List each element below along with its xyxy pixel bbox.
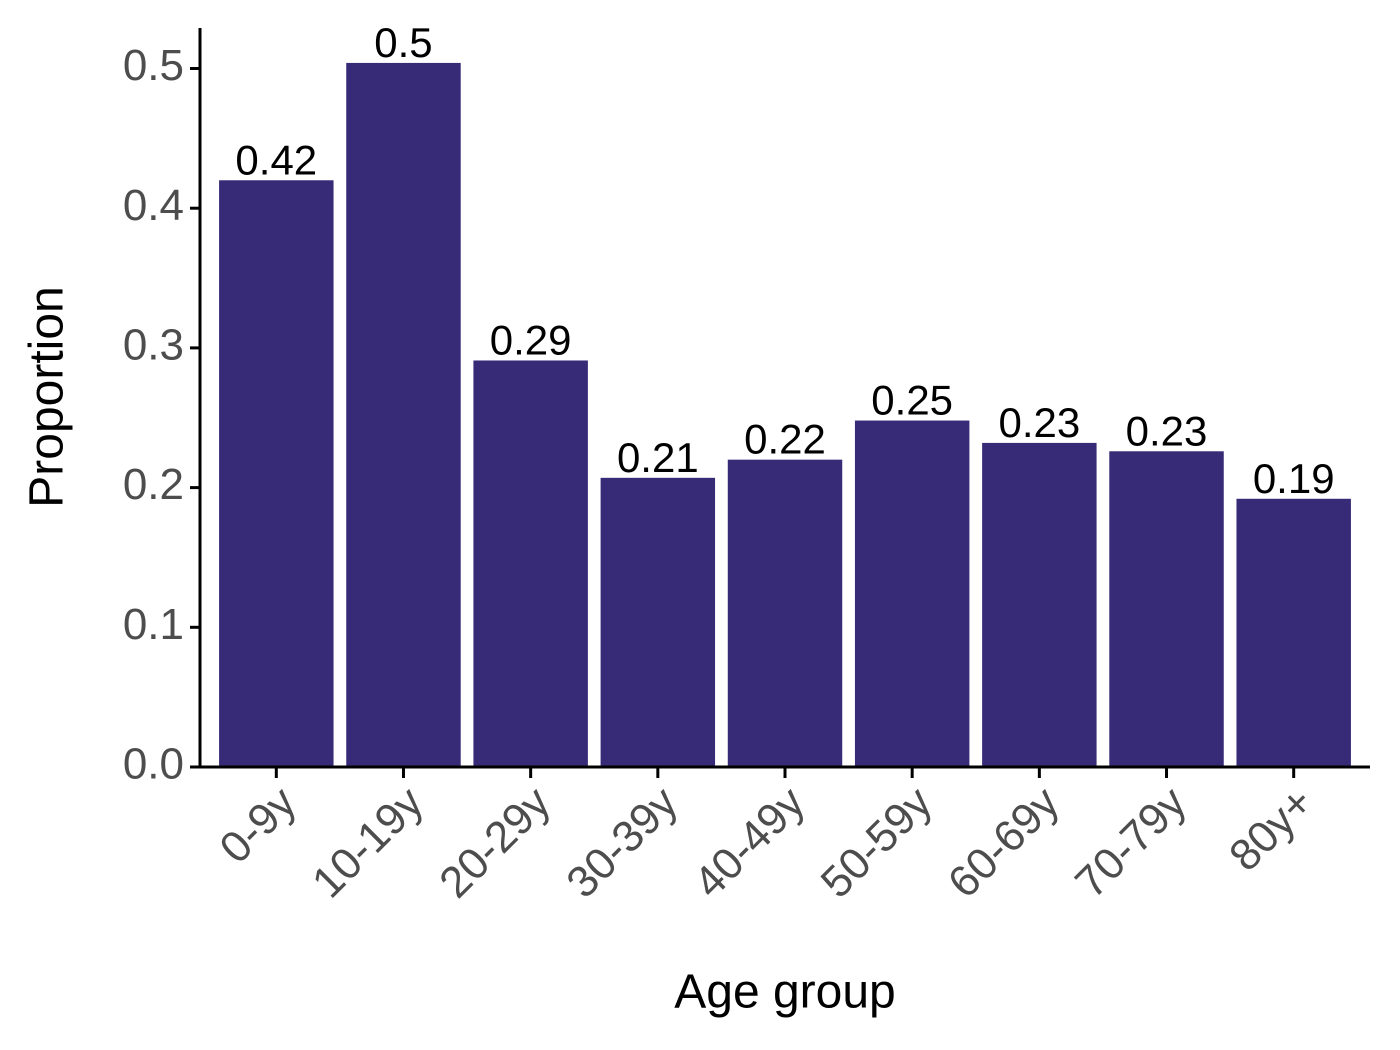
bar <box>1236 498 1351 767</box>
x-tick-label: 0-9y <box>210 778 305 873</box>
bar <box>219 180 334 767</box>
x-tick-label: 30-39y <box>557 778 687 908</box>
value-label: 0.29 <box>490 316 572 363</box>
bar <box>346 62 461 768</box>
y-tick-label: 0.5 <box>123 41 184 90</box>
value-label: 0.22 <box>744 416 826 463</box>
x-tick-label: 60-69y <box>939 778 1069 908</box>
value-label: 0.25 <box>871 377 953 424</box>
bar <box>727 459 843 767</box>
value-label: 0.21 <box>617 434 699 481</box>
x-axis-title: Age group <box>674 966 896 1019</box>
bar <box>982 442 1097 767</box>
value-labels: 0.42 0.5 0.29 0.21 0.22 0.25 0.23 0.23 0.19 <box>235 19 1335 502</box>
x-tick-label: 40-49y <box>685 778 815 908</box>
bar <box>473 360 588 767</box>
value-label: 0.42 <box>235 136 317 183</box>
y-tick-label: 0.2 <box>123 460 184 509</box>
value-label: 0.23 <box>998 399 1080 446</box>
x-tick-label: 10-19y <box>303 778 433 908</box>
bar <box>600 477 716 767</box>
value-label: 0.5 <box>374 19 432 66</box>
x-tick-label: 70-79y <box>1066 778 1196 908</box>
y-axis-title: Proportion <box>21 286 74 507</box>
x-tick-label: 80y+ <box>1220 778 1323 881</box>
bar <box>1109 451 1224 767</box>
x-tick-label: 50-59y <box>812 778 942 908</box>
value-label: 0.19 <box>1253 455 1335 502</box>
y-tick-label: 0.3 <box>123 321 184 370</box>
value-label: 0.23 <box>1126 407 1208 454</box>
x-tick-label: 20-29y <box>430 778 560 908</box>
y-tick-label: 0.4 <box>123 181 184 230</box>
bar <box>854 420 970 767</box>
y-tick-label: 0.1 <box>123 600 184 649</box>
y-tick-label: 0.0 <box>123 740 184 789</box>
